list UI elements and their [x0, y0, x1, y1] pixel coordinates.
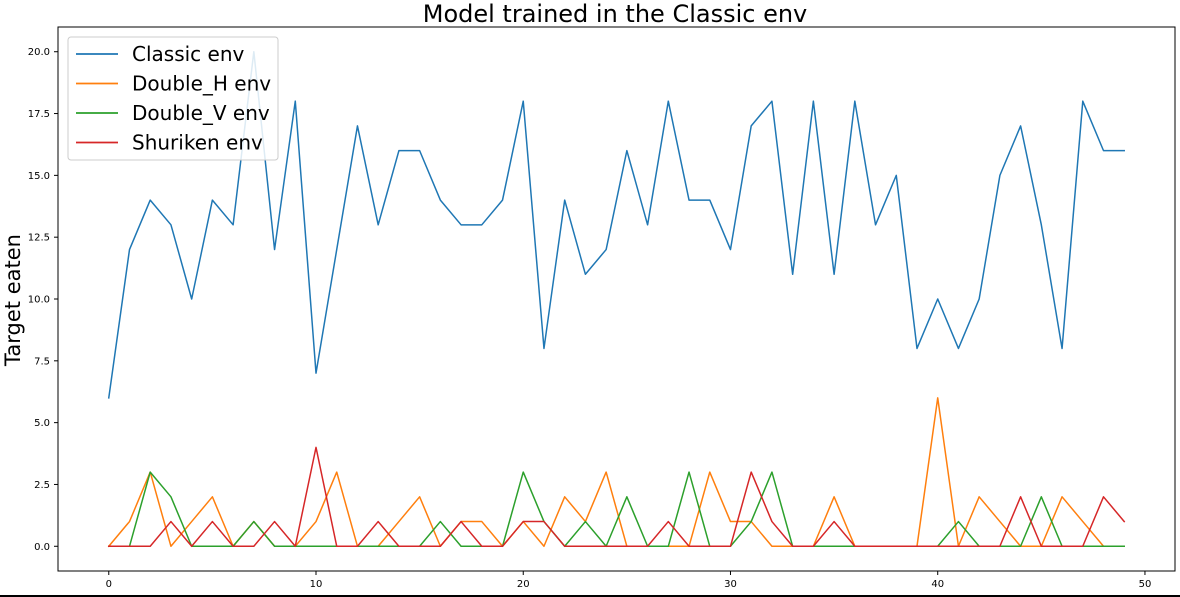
ticks-layer: 0 10 20 30 40 50 0.0 2.5 5.0 7.5 10.0 12.5 15.0 17.5 2…: [28, 47, 1152, 590]
x-tick-label: 40: [931, 579, 944, 590]
series-layer: [107, 50, 1126, 548]
series-line-1: [107, 50, 1125, 399]
chart-title: Model trained in the Classic env: [423, 0, 808, 28]
x-tick-label: 20: [517, 579, 530, 590]
x-tick-label: 0: [106, 579, 112, 590]
y-tick-label: 5.0: [34, 418, 50, 429]
y-tick-label: 12.5: [28, 233, 50, 244]
y-tick-label: 20.0: [28, 47, 50, 58]
legend-label-3: Double_V env: [132, 101, 270, 125]
legend-label-2: Double_H env: [132, 72, 271, 96]
series-line-2: [107, 397, 1125, 548]
series-line-3: [108, 471, 1125, 548]
legend: Classic env Double_H env Double_V env Shuri…: [67, 36, 279, 161]
x-tick-label: 30: [724, 579, 737, 590]
y-tick-label: 0.0: [34, 542, 50, 553]
legend-frame: [67, 36, 279, 161]
y-tick-label: 17.5: [28, 109, 50, 120]
legend-label-1: Classic env: [132, 42, 245, 66]
y-tick-label: 15.0: [28, 171, 50, 182]
legend-label-4: Shuriken env: [132, 131, 263, 155]
y-tick-label: 7.5: [34, 356, 50, 367]
x-tick-label: 10: [310, 579, 323, 590]
y-axis-label: Target eaten: [1, 234, 25, 367]
y-tick-label: 2.5: [34, 480, 50, 491]
y-tick-label: 10.0: [28, 295, 50, 306]
x-tick-label: 50: [1139, 579, 1152, 590]
series-line-4: [108, 446, 1126, 548]
plot-frame: [57, 26, 1176, 572]
